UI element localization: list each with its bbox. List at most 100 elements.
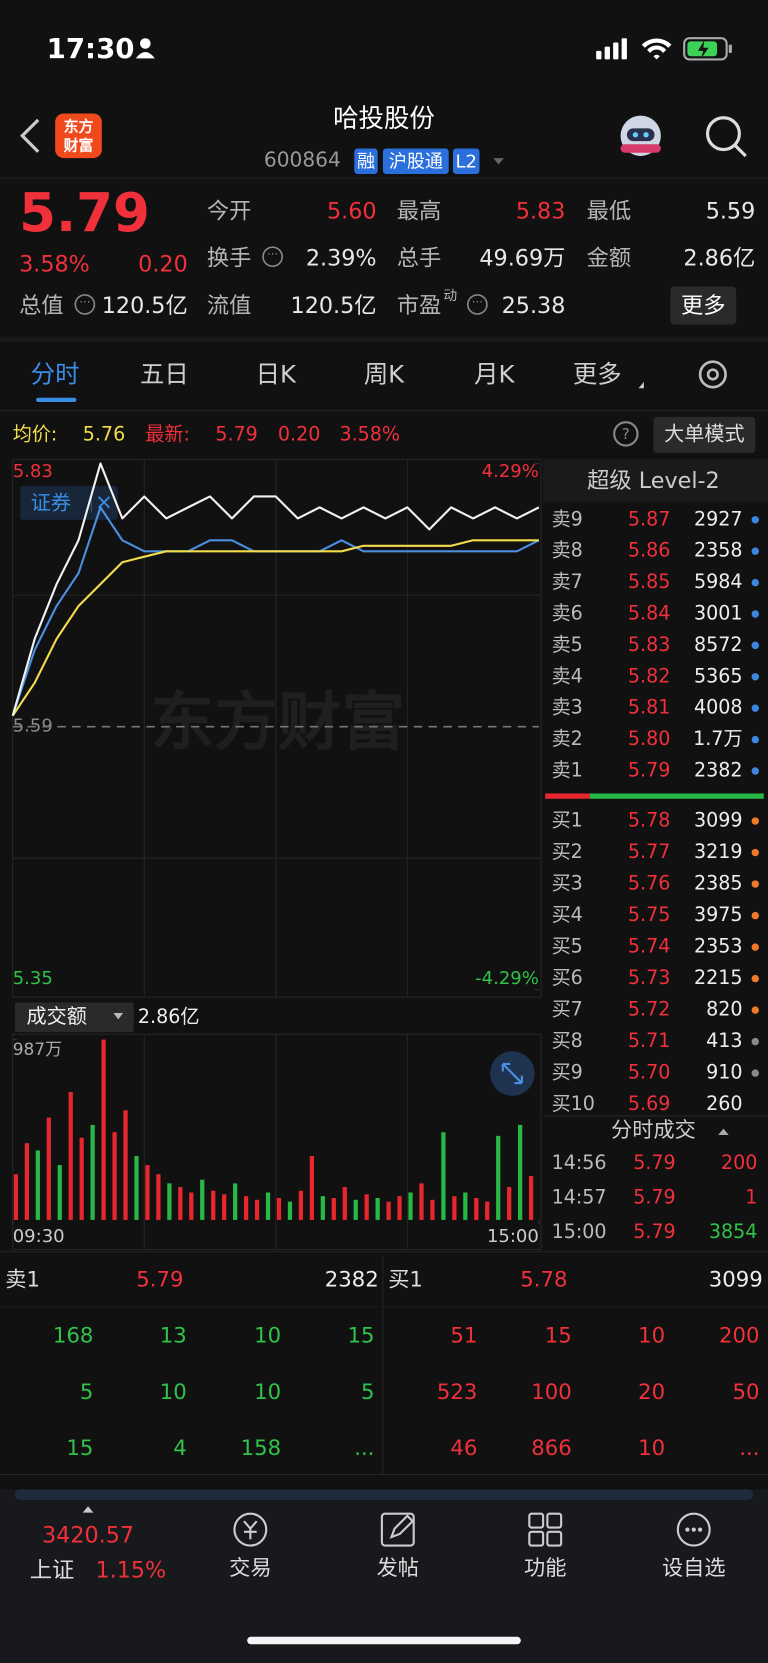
book-price: 5.82	[628, 664, 670, 687]
volume-bar	[309, 1155, 314, 1220]
book-dot	[751, 767, 759, 775]
book-volume: 4008	[694, 696, 743, 719]
queue-order: 523	[437, 1380, 477, 1405]
nav-icon	[233, 1512, 268, 1547]
book-price: 5.74	[628, 935, 670, 958]
nav-icon	[697, 1527, 703, 1532]
trade-volume: 3854	[709, 1220, 758, 1243]
queue-order: 51	[450, 1324, 477, 1349]
index-caret[interactable]	[82, 1506, 94, 1513]
code-dropdown[interactable]	[493, 158, 504, 165]
volume-bar	[46, 1117, 51, 1220]
field-label: 最高	[397, 199, 442, 225]
book-price: 5.85	[628, 570, 670, 593]
book-price: 5.75	[628, 903, 670, 926]
volume-bar	[101, 1039, 106, 1220]
mode-label[interactable]: 大单模式	[664, 421, 745, 445]
book-dot	[751, 547, 759, 555]
field-value: 120.5亿	[102, 293, 188, 319]
tag-close[interactable]: ×	[95, 490, 113, 515]
volume-bar	[112, 1132, 117, 1220]
more-label[interactable]: 更多	[681, 293, 726, 319]
book-level: 买5	[552, 935, 583, 958]
book-price: 5.69	[628, 1092, 670, 1115]
nav-icon	[528, 1530, 545, 1547]
book-level: 买8	[552, 1029, 583, 1052]
watermark: 东方财富	[151, 686, 406, 760]
back-button[interactable]	[20, 118, 40, 153]
book-dot	[751, 1006, 759, 1014]
book-volume: 3099	[694, 809, 743, 832]
volume-selector[interactable]	[14, 1002, 134, 1033]
queue-order: ...	[354, 1436, 374, 1461]
tab[interactable]: 周K	[364, 360, 405, 389]
volume-bar	[452, 1196, 457, 1220]
field-label: 换手	[207, 245, 252, 271]
queue-order: 10	[638, 1436, 665, 1461]
nav-item[interactable]: 设自选	[662, 1556, 726, 1581]
tab[interactable]: 日K	[256, 360, 297, 389]
change: 0.20	[138, 252, 188, 278]
nav-item[interactable]: 功能	[524, 1556, 566, 1581]
badge-label: L2	[455, 151, 477, 172]
tab[interactable]: 更多	[573, 360, 622, 389]
search-button[interactable]	[705, 116, 747, 158]
queue-level: 买1	[388, 1267, 423, 1292]
book-volume: 1.7万	[693, 727, 742, 750]
settings-button[interactable]	[698, 360, 727, 389]
x-tick-label: 09:30	[13, 1226, 65, 1247]
book-level: 卖5	[552, 633, 583, 656]
tab[interactable]: 五日	[140, 360, 189, 389]
volume-bar	[528, 1176, 534, 1220]
book-level: 买4	[552, 903, 583, 926]
mode-button[interactable]	[653, 416, 756, 453]
nav-item[interactable]: 发帖	[377, 1556, 419, 1581]
book-volume: 820	[706, 998, 742, 1021]
book-price: 5.76	[628, 872, 670, 895]
trades-caret[interactable]	[718, 1128, 729, 1136]
field-sup: 动	[443, 288, 457, 304]
sector-tag[interactable]	[20, 485, 118, 520]
queue-order: 4	[173, 1436, 187, 1461]
tab[interactable]: 分时	[31, 360, 80, 389]
volume-bar	[178, 1187, 183, 1220]
series-line	[11, 539, 539, 717]
last-price: 5.79	[19, 182, 150, 244]
dropdown-caret	[113, 1013, 124, 1020]
expand-button[interactable]	[490, 1051, 535, 1096]
book-dot	[751, 516, 759, 524]
orderbook-title: 超级 Level-2	[587, 468, 720, 494]
more-button[interactable]	[670, 286, 737, 325]
stock-name: 哈投股份	[333, 104, 435, 134]
badge	[382, 148, 449, 174]
book-price: 5.79	[628, 758, 670, 781]
nav-icon	[685, 1527, 690, 1532]
trade-time: 14:56	[552, 1151, 607, 1174]
queue-order: 5	[80, 1380, 94, 1405]
nav-icon	[389, 1514, 415, 1539]
avg-value: 5.76	[83, 422, 125, 445]
field-value: 5.60	[327, 199, 377, 225]
clock: 17:30	[47, 32, 135, 65]
book-level: 买6	[552, 966, 583, 989]
volume-bar	[375, 1197, 380, 1220]
field-value: 49.69万	[479, 245, 565, 271]
volume-bar	[507, 1187, 512, 1220]
field-label: 总值	[19, 293, 64, 319]
trade-volume: 1	[745, 1186, 757, 1209]
robot-avatar[interactable]	[620, 115, 661, 156]
nav-item[interactable]: 交易	[229, 1556, 271, 1581]
index-name: 上证	[30, 1558, 75, 1584]
badge-label: 沪股通	[389, 151, 443, 172]
help-icon[interactable]	[613, 421, 639, 447]
book-level: 卖9	[552, 507, 583, 530]
trade-price: 5.79	[633, 1151, 675, 1174]
nav-icon	[691, 1527, 696, 1532]
tab[interactable]: 月K	[474, 360, 515, 389]
book-dot	[751, 880, 759, 888]
book-level: 卖2	[552, 727, 583, 750]
nav-icon	[676, 1512, 711, 1547]
nav-icon	[546, 1512, 563, 1529]
queue-order: 50	[733, 1380, 760, 1405]
